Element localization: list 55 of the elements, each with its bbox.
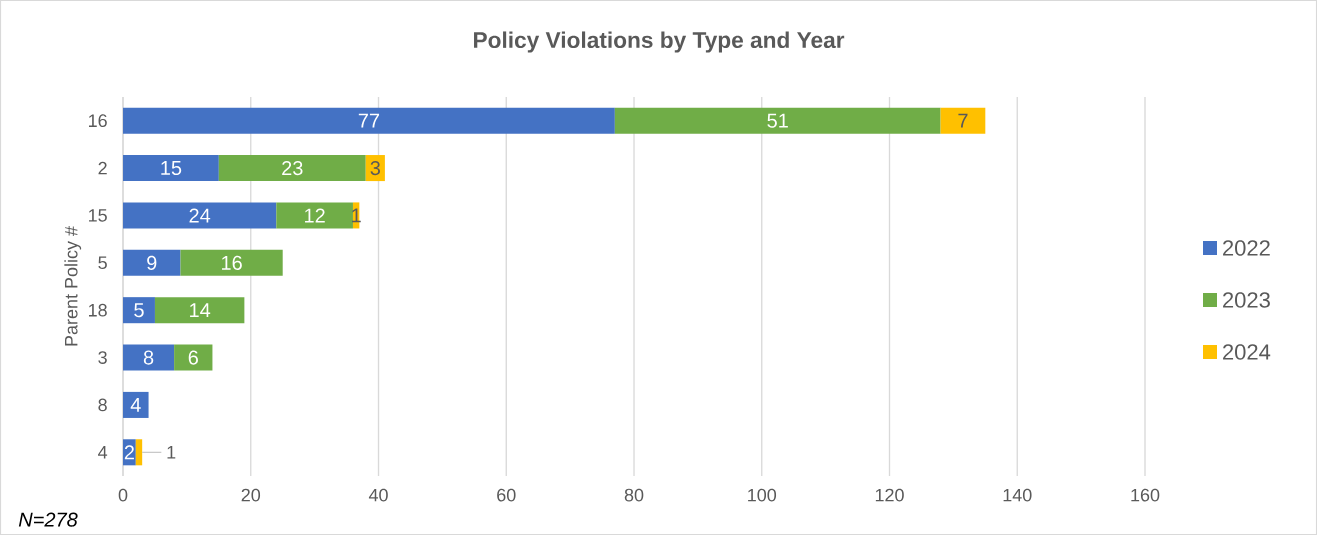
y-tick-label: 4 xyxy=(98,446,108,459)
bar xyxy=(276,202,353,229)
data-label: 1 xyxy=(167,446,176,459)
y-tick-label: 5 xyxy=(98,256,107,270)
data-label: 5 xyxy=(134,303,144,318)
bar xyxy=(123,249,181,276)
data-label: 2 xyxy=(124,445,134,460)
bar xyxy=(123,297,155,324)
bar xyxy=(135,439,143,466)
bar xyxy=(940,107,986,134)
y-tick-label: 15 xyxy=(89,209,107,222)
data-label: 15 xyxy=(161,161,182,176)
data-label: 16 xyxy=(222,255,242,270)
x-tick-label: 0 xyxy=(118,488,128,502)
y-tick-label: 3 xyxy=(98,351,107,364)
x-tick-label: 160 xyxy=(1131,488,1160,502)
x-tick-label: 140 xyxy=(1003,488,1032,502)
data-label: 6 xyxy=(188,350,198,365)
bar xyxy=(123,107,615,134)
bar xyxy=(174,344,213,371)
data-label: 4 xyxy=(130,398,141,412)
x-tick-label: 80 xyxy=(624,488,644,502)
data-label: 77 xyxy=(358,113,380,128)
y-axis-title: Parent Policy # xyxy=(64,226,82,346)
data-label: 24 xyxy=(189,208,211,223)
legend-label: 2024 xyxy=(1223,344,1271,360)
legend-label: 2022 xyxy=(1223,240,1270,256)
bar xyxy=(614,107,941,134)
y-tick-label: 2 xyxy=(98,161,107,175)
x-tick-label: 40 xyxy=(368,488,388,502)
bar xyxy=(123,155,219,182)
legend-label: 2023 xyxy=(1223,292,1270,308)
bar xyxy=(154,297,245,324)
bar xyxy=(123,202,277,229)
bar xyxy=(123,344,175,371)
x-tick-label: 120 xyxy=(875,488,904,502)
chart-title: Policy Violations by Type and Year xyxy=(474,31,845,53)
bar xyxy=(180,249,283,276)
data-label: 7 xyxy=(958,113,968,128)
x-tick-label: 60 xyxy=(497,488,516,502)
data-label: 12 xyxy=(305,208,325,223)
bar xyxy=(123,391,149,418)
x-tick-label: 100 xyxy=(748,488,777,502)
y-tick-label: 18 xyxy=(89,303,107,317)
data-label: 51 xyxy=(767,113,788,128)
data-label: 3 xyxy=(370,160,380,176)
data-label: 9 xyxy=(147,255,157,270)
data-label: 23 xyxy=(282,160,303,176)
bar xyxy=(218,155,366,182)
x-tick-label: 20 xyxy=(241,488,261,502)
data-label: 8 xyxy=(143,350,154,365)
data-label: 14 xyxy=(190,303,211,318)
text: N=278 xyxy=(18,512,78,527)
y-tick-label: 16 xyxy=(89,114,107,128)
y-tick-label: 8 xyxy=(98,398,107,412)
